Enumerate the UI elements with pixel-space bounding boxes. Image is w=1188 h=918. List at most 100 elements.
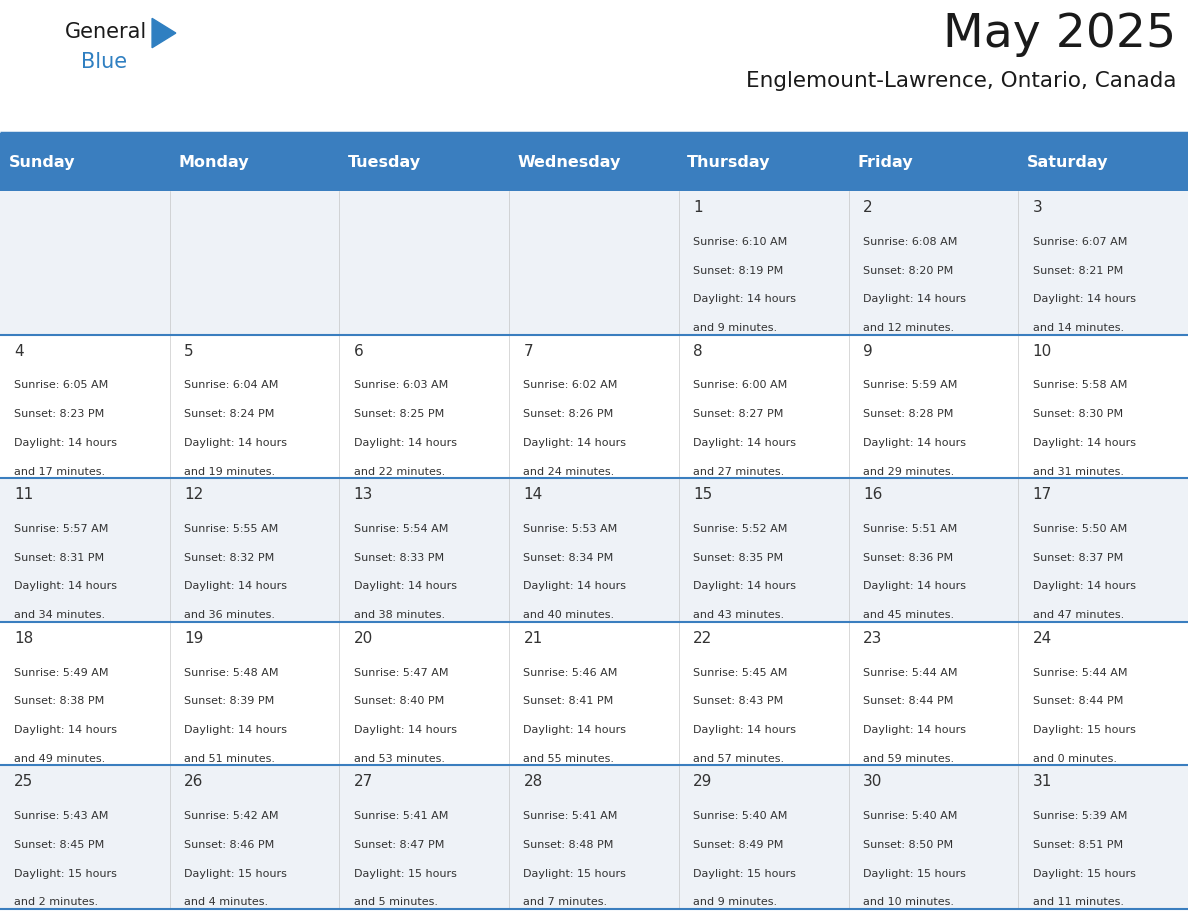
Text: Sunset: 8:51 PM: Sunset: 8:51 PM [1032,840,1123,850]
Text: Sunrise: 5:42 AM: Sunrise: 5:42 AM [184,812,278,821]
Text: Sunset: 8:41 PM: Sunset: 8:41 PM [524,696,614,706]
FancyBboxPatch shape [510,478,678,621]
Text: Sunset: 8:21 PM: Sunset: 8:21 PM [1032,265,1123,275]
Text: 5: 5 [184,343,194,359]
Text: Thursday: Thursday [688,154,771,170]
Text: Sunrise: 6:07 AM: Sunrise: 6:07 AM [1032,237,1127,247]
Text: and 2 minutes.: and 2 minutes. [14,897,99,907]
Text: Daylight: 14 hours: Daylight: 14 hours [1032,581,1136,591]
Text: Daylight: 15 hours: Daylight: 15 hours [184,868,286,879]
Text: and 40 minutes.: and 40 minutes. [524,610,614,621]
Text: Monday: Monday [178,154,248,170]
FancyBboxPatch shape [1018,478,1188,621]
Text: Sunset: 8:32 PM: Sunset: 8:32 PM [184,553,274,563]
Text: 21: 21 [524,631,543,646]
Text: and 51 minutes.: and 51 minutes. [184,754,274,764]
FancyBboxPatch shape [170,621,340,766]
Text: and 19 minutes.: and 19 minutes. [184,466,276,476]
Text: and 53 minutes.: and 53 minutes. [354,754,444,764]
Text: 14: 14 [524,487,543,502]
Text: Sunrise: 5:47 AM: Sunrise: 5:47 AM [354,667,448,677]
Text: 10: 10 [1032,343,1051,359]
FancyBboxPatch shape [170,478,340,621]
Text: Sunrise: 6:03 AM: Sunrise: 6:03 AM [354,380,448,390]
Text: Daylight: 14 hours: Daylight: 14 hours [14,581,118,591]
Text: Sunrise: 5:44 AM: Sunrise: 5:44 AM [1032,667,1127,677]
Text: Sunset: 8:34 PM: Sunset: 8:34 PM [524,553,614,563]
Text: Sunset: 8:48 PM: Sunset: 8:48 PM [524,840,614,850]
FancyBboxPatch shape [340,191,510,334]
Text: Daylight: 14 hours: Daylight: 14 hours [354,438,456,448]
FancyBboxPatch shape [510,133,678,191]
Text: Sunrise: 5:46 AM: Sunrise: 5:46 AM [524,667,618,677]
Text: Sunset: 8:23 PM: Sunset: 8:23 PM [14,409,105,420]
Text: Sunset: 8:36 PM: Sunset: 8:36 PM [862,553,953,563]
FancyBboxPatch shape [678,334,848,478]
Text: 17: 17 [1032,487,1051,502]
FancyBboxPatch shape [510,766,678,909]
Text: Sunset: 8:47 PM: Sunset: 8:47 PM [354,840,444,850]
Text: Sunset: 8:35 PM: Sunset: 8:35 PM [693,553,783,563]
Text: Daylight: 14 hours: Daylight: 14 hours [354,725,456,735]
FancyBboxPatch shape [1018,334,1188,478]
FancyBboxPatch shape [170,334,340,478]
Text: Daylight: 14 hours: Daylight: 14 hours [693,725,796,735]
Text: Sunrise: 5:52 AM: Sunrise: 5:52 AM [693,524,788,534]
Text: 6: 6 [354,343,364,359]
Text: and 57 minutes.: and 57 minutes. [693,754,784,764]
FancyBboxPatch shape [0,766,170,909]
Text: Sunset: 8:37 PM: Sunset: 8:37 PM [1032,553,1123,563]
Text: and 29 minutes.: and 29 minutes. [862,466,954,476]
FancyBboxPatch shape [848,766,1018,909]
Text: Sunset: 8:31 PM: Sunset: 8:31 PM [14,553,105,563]
Text: 18: 18 [14,631,33,646]
Text: 2: 2 [862,200,872,215]
FancyBboxPatch shape [1018,621,1188,766]
Text: and 43 minutes.: and 43 minutes. [693,610,784,621]
Text: 31: 31 [1032,775,1051,789]
Text: and 38 minutes.: and 38 minutes. [354,610,444,621]
Text: and 10 minutes.: and 10 minutes. [862,897,954,907]
Text: Daylight: 14 hours: Daylight: 14 hours [184,581,287,591]
Text: Sunday: Sunday [8,154,75,170]
Text: 28: 28 [524,775,543,789]
Text: Sunset: 8:44 PM: Sunset: 8:44 PM [862,696,953,706]
Text: and 49 minutes.: and 49 minutes. [14,754,106,764]
Text: Sunrise: 5:49 AM: Sunrise: 5:49 AM [14,667,109,677]
Text: Daylight: 14 hours: Daylight: 14 hours [524,438,626,448]
Text: Sunset: 8:45 PM: Sunset: 8:45 PM [14,840,105,850]
Text: Daylight: 14 hours: Daylight: 14 hours [862,295,966,304]
Text: Daylight: 14 hours: Daylight: 14 hours [184,438,287,448]
Text: and 55 minutes.: and 55 minutes. [524,754,614,764]
Text: Saturday: Saturday [1026,154,1108,170]
FancyBboxPatch shape [170,766,340,909]
Text: 8: 8 [693,343,703,359]
Text: Daylight: 14 hours: Daylight: 14 hours [862,725,966,735]
Text: 22: 22 [693,631,713,646]
Text: Wednesday: Wednesday [518,154,621,170]
Text: Sunrise: 5:45 AM: Sunrise: 5:45 AM [693,667,788,677]
Text: Sunset: 8:33 PM: Sunset: 8:33 PM [354,553,444,563]
Text: Sunset: 8:39 PM: Sunset: 8:39 PM [184,696,274,706]
Text: Friday: Friday [857,154,912,170]
Text: and 36 minutes.: and 36 minutes. [184,610,274,621]
Text: and 31 minutes.: and 31 minutes. [1032,466,1124,476]
Text: Sunset: 8:25 PM: Sunset: 8:25 PM [354,409,444,420]
Text: 24: 24 [1032,631,1051,646]
Text: and 5 minutes.: and 5 minutes. [354,897,437,907]
Text: Daylight: 15 hours: Daylight: 15 hours [14,868,118,879]
FancyBboxPatch shape [678,621,848,766]
Text: and 12 minutes.: and 12 minutes. [862,323,954,333]
Text: 16: 16 [862,487,883,502]
Text: Sunrise: 6:00 AM: Sunrise: 6:00 AM [693,380,788,390]
FancyBboxPatch shape [0,478,170,621]
Text: Daylight: 15 hours: Daylight: 15 hours [862,868,966,879]
Text: 13: 13 [354,487,373,502]
Text: Sunrise: 5:57 AM: Sunrise: 5:57 AM [14,524,108,534]
Text: Daylight: 15 hours: Daylight: 15 hours [354,868,456,879]
Text: and 0 minutes.: and 0 minutes. [1032,754,1117,764]
FancyBboxPatch shape [340,621,510,766]
Text: Sunrise: 6:05 AM: Sunrise: 6:05 AM [14,380,108,390]
FancyBboxPatch shape [1018,766,1188,909]
FancyBboxPatch shape [510,334,678,478]
